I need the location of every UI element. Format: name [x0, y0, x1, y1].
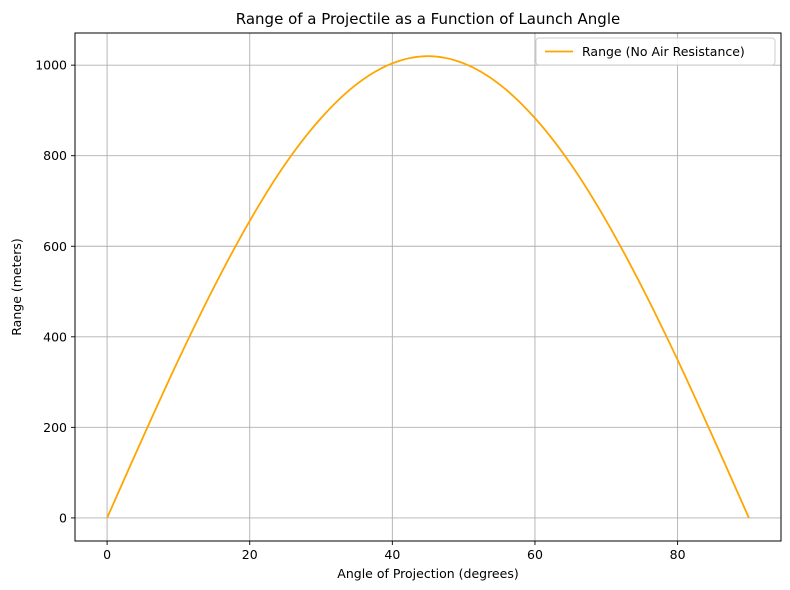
- x-tick-label: 20: [242, 547, 258, 562]
- x-tick-label: 0: [103, 547, 111, 562]
- y-tick-label: 600: [43, 239, 67, 254]
- y-tick-label: 400: [43, 329, 67, 344]
- x-axis-label: Angle of Projection (degrees): [337, 566, 518, 581]
- series-line: [106, 55, 750, 519]
- y-tick-label: 1000: [35, 58, 67, 73]
- plot-series: [106, 55, 750, 519]
- x-tick-label: 40: [384, 547, 400, 562]
- legend-box: [535, 37, 776, 66]
- legend: Range (No Air Resistance): [535, 37, 776, 66]
- y-axis-label: Range (meters): [9, 238, 24, 335]
- grid: [75, 33, 781, 541]
- axes-frame: [74, 32, 782, 542]
- y-tick-label: 0: [59, 510, 67, 525]
- legend-label: Range (No Air Resistance): [582, 44, 745, 59]
- x-tick-label: 80: [670, 547, 686, 562]
- chart-title: Range of a Projectile as a Function of L…: [236, 10, 620, 28]
- x-tick-label: 60: [527, 547, 543, 562]
- y-tick-label: 200: [43, 420, 67, 435]
- y-tick-label: 800: [43, 148, 67, 163]
